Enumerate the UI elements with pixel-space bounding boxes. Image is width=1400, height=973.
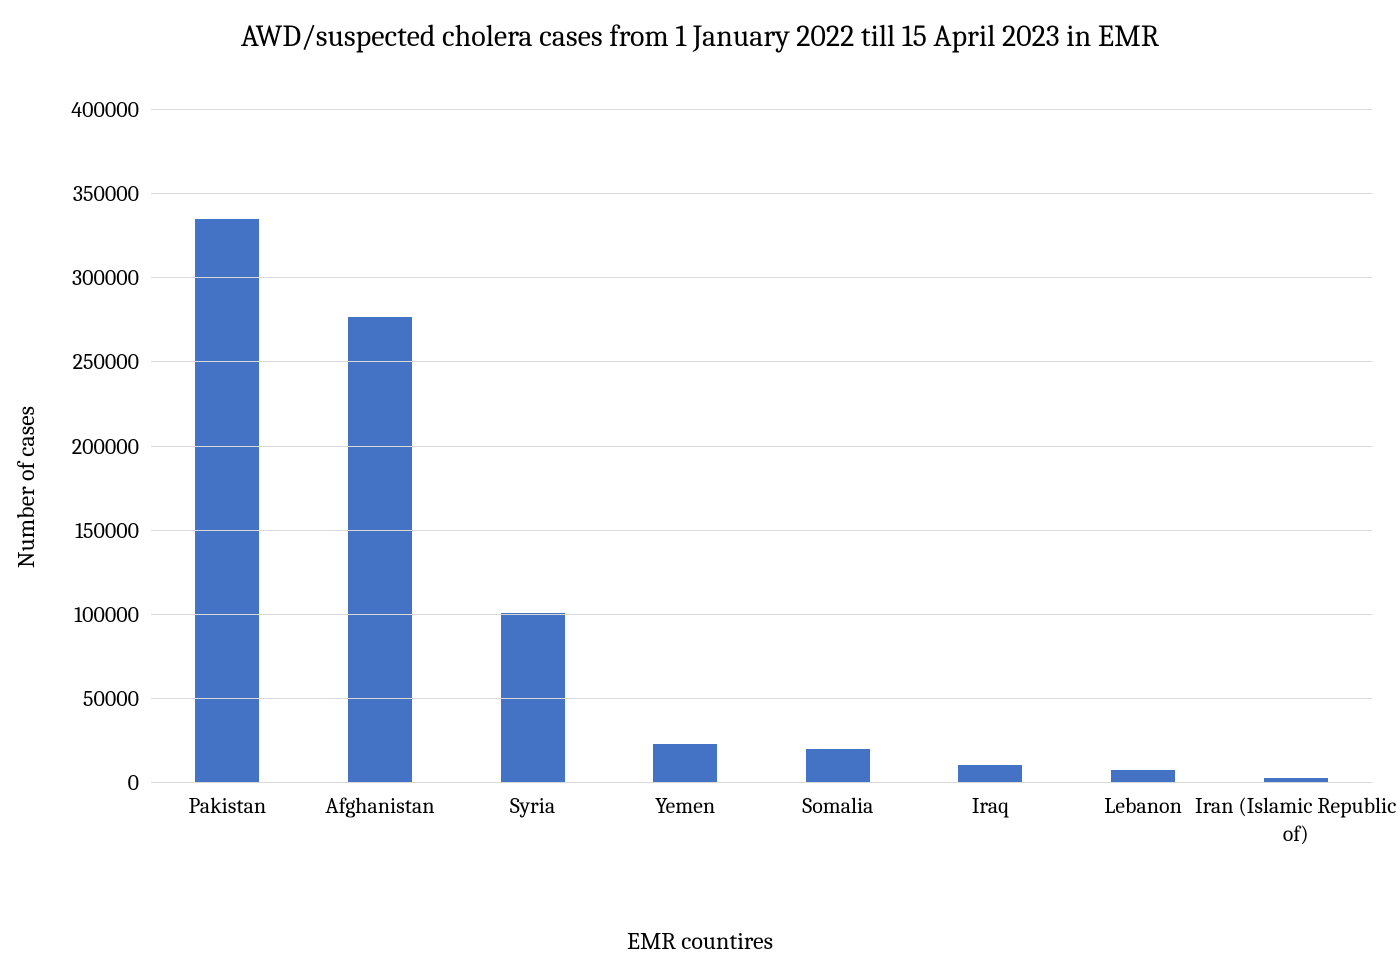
- y-tick-label: 250000: [73, 349, 151, 375]
- bar-slot: Syria: [456, 110, 609, 783]
- bar-slot: Lebanon: [1067, 110, 1220, 783]
- grid-line: [151, 446, 1372, 447]
- y-tick-label: 400000: [71, 97, 151, 123]
- grid-line: [151, 277, 1372, 278]
- grid-line: [151, 193, 1372, 194]
- bar: [958, 765, 1022, 784]
- bar-slot: Iraq: [914, 110, 1067, 783]
- y-axis-title: Number of cases: [12, 405, 40, 567]
- y-tick-label: 300000: [72, 265, 151, 291]
- bar-slot: Yemen: [609, 110, 762, 783]
- bar-slot: Somalia: [762, 110, 915, 783]
- bar: [348, 317, 412, 783]
- y-tick-label: 350000: [73, 181, 151, 207]
- y-tick-label: 100000: [74, 602, 151, 628]
- x-axis-title: EMR countires: [0, 927, 1400, 955]
- grid-line: [151, 361, 1372, 362]
- y-tick-label: 200000: [72, 434, 151, 460]
- x-category-label: Iran (Islamic Republic of): [1193, 783, 1399, 848]
- grid-line: [151, 782, 1372, 783]
- bar-slot: Afghanistan: [304, 110, 457, 783]
- bar: [1111, 770, 1175, 783]
- bar: [806, 749, 870, 783]
- grid-line: [151, 530, 1372, 531]
- y-tick-label: 150000: [75, 518, 151, 544]
- bar-slot: Pakistan: [151, 110, 304, 783]
- grid-line: [151, 614, 1372, 615]
- bar-slot: Iran (Islamic Republic of): [1219, 110, 1372, 783]
- plot-area: PakistanAfghanistanSyriaYemenSomaliaIraq…: [150, 110, 1372, 783]
- bar: [653, 744, 717, 783]
- y-tick-label: 0: [128, 770, 151, 796]
- grid-line: [151, 698, 1372, 699]
- chart-title: AWD/suspected cholera cases from 1 Janua…: [0, 18, 1400, 56]
- chart-container: AWD/suspected cholera cases from 1 Janua…: [0, 0, 1400, 973]
- y-tick-label: 50000: [83, 686, 151, 712]
- grid-line: [151, 109, 1372, 110]
- bars-layer: PakistanAfghanistanSyriaYemenSomaliaIraq…: [151, 110, 1372, 783]
